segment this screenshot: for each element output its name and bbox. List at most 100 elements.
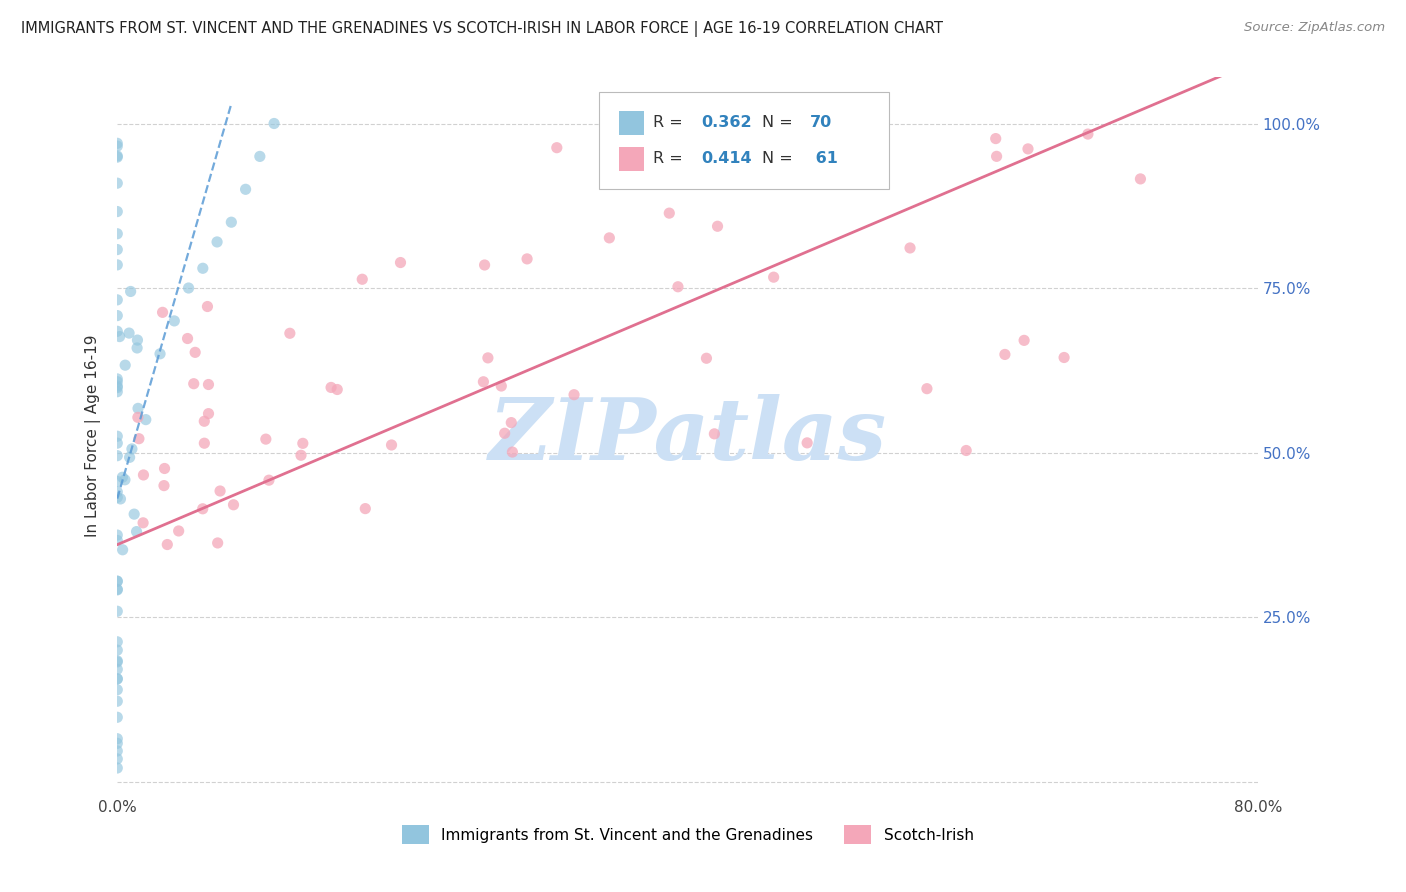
Point	[666, 279, 689, 293]
Point	[658, 206, 681, 220]
Point	[105, 654, 128, 668]
Text: N =: N =	[762, 152, 793, 166]
Point	[474, 258, 496, 272]
Point	[762, 270, 785, 285]
Point	[105, 635, 128, 649]
Point	[105, 136, 128, 151]
Point	[105, 176, 128, 190]
Point	[177, 281, 200, 295]
Point	[105, 309, 128, 323]
Point	[326, 383, 349, 397]
Point	[111, 542, 134, 557]
Point	[120, 285, 142, 299]
Point	[128, 432, 150, 446]
Point	[167, 524, 190, 538]
Point	[494, 426, 516, 441]
Point	[105, 761, 128, 775]
Point	[183, 376, 205, 391]
Point	[221, 215, 243, 229]
Point	[915, 382, 938, 396]
Point	[898, 241, 921, 255]
Point	[205, 235, 228, 249]
Point	[105, 643, 128, 657]
Point	[1053, 351, 1076, 365]
Legend: Immigrants from St. Vincent and the Grenadines, Scotch-Irish: Immigrants from St. Vincent and the Gren…	[394, 818, 981, 852]
Point	[105, 381, 128, 395]
Point	[176, 332, 198, 346]
Point	[153, 478, 176, 492]
Point	[110, 491, 132, 506]
Point	[108, 329, 131, 343]
Point	[191, 501, 214, 516]
Point	[278, 326, 301, 341]
FancyBboxPatch shape	[599, 92, 890, 188]
Point	[796, 435, 818, 450]
Point	[105, 227, 128, 241]
Point	[955, 443, 977, 458]
Point	[114, 358, 136, 372]
Point	[105, 449, 128, 463]
Point	[105, 574, 128, 589]
Point	[706, 219, 728, 234]
Point	[156, 537, 179, 551]
Text: 61: 61	[810, 152, 838, 166]
Point	[105, 736, 128, 750]
Point	[235, 182, 257, 196]
Point	[105, 429, 128, 443]
Point	[127, 410, 149, 425]
Point	[125, 524, 148, 539]
Point	[105, 672, 128, 686]
Point	[105, 491, 128, 505]
Point	[986, 149, 1008, 163]
FancyBboxPatch shape	[619, 147, 644, 170]
Point	[105, 379, 128, 393]
Point	[105, 384, 128, 399]
Point	[695, 351, 717, 366]
Point	[105, 436, 128, 450]
Point	[1017, 142, 1039, 156]
Point	[105, 752, 128, 766]
Text: 70: 70	[810, 115, 832, 130]
Point	[105, 744, 128, 758]
Point	[319, 380, 342, 394]
Point	[197, 377, 219, 392]
Point	[562, 387, 585, 401]
Text: 0.414: 0.414	[702, 152, 752, 166]
Point	[984, 131, 1007, 145]
Point	[191, 261, 214, 276]
Y-axis label: In Labor Force | Age 16-19: In Labor Force | Age 16-19	[86, 334, 101, 537]
Point	[105, 710, 128, 724]
Point	[105, 372, 128, 386]
Point	[290, 448, 312, 462]
Point	[1012, 334, 1035, 348]
Point	[105, 533, 128, 548]
Point	[135, 412, 157, 426]
Point	[477, 351, 499, 365]
Point	[994, 347, 1017, 361]
Text: 0.362: 0.362	[702, 115, 752, 130]
Text: N =: N =	[762, 115, 797, 130]
Point	[105, 204, 128, 219]
Point	[291, 436, 314, 450]
Point	[389, 255, 412, 269]
Point	[105, 682, 128, 697]
Point	[184, 345, 207, 359]
Point	[105, 324, 128, 338]
Point	[105, 672, 128, 686]
Point	[114, 473, 136, 487]
Point	[105, 731, 128, 746]
Point	[132, 516, 155, 530]
Point	[111, 470, 134, 484]
Point	[197, 300, 219, 314]
Point	[105, 574, 128, 588]
Point	[501, 416, 523, 430]
Point	[105, 694, 128, 708]
Text: ZIPatlas: ZIPatlas	[488, 394, 887, 478]
Point	[263, 116, 285, 130]
FancyBboxPatch shape	[619, 112, 644, 135]
Point	[105, 604, 128, 618]
Point	[105, 582, 128, 597]
Text: IMMIGRANTS FROM ST. VINCENT AND THE GRENADINES VS SCOTCH-IRISH IN LABOR FORCE | : IMMIGRANTS FROM ST. VINCENT AND THE GREN…	[21, 21, 943, 37]
Point	[105, 582, 128, 597]
Point	[1077, 127, 1099, 141]
